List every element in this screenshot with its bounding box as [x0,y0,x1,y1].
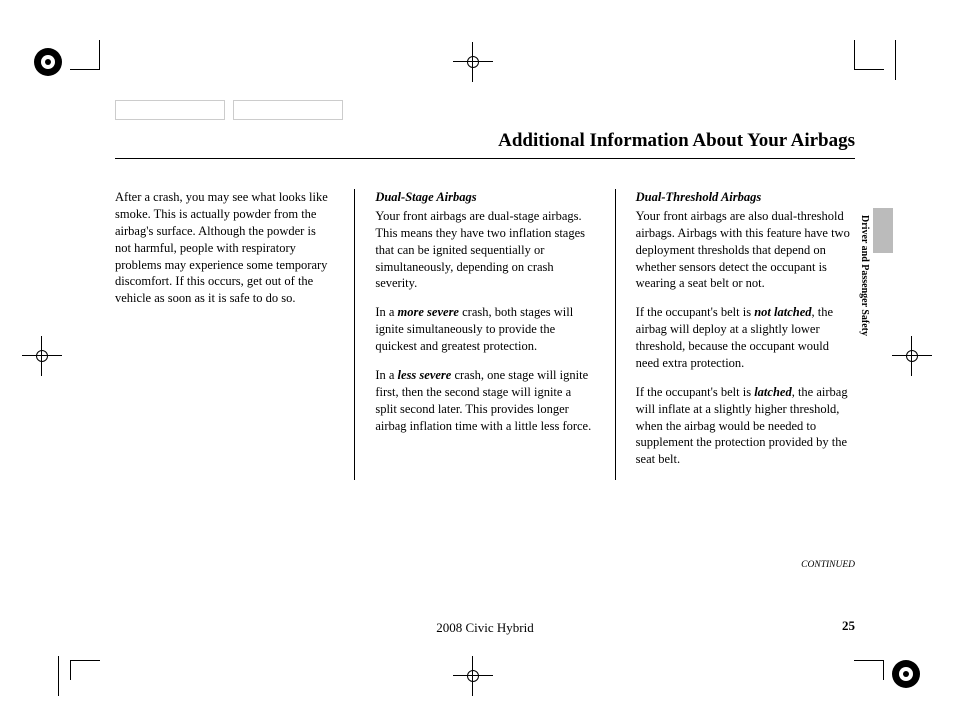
page-content: Additional Information About Your Airbag… [115,100,855,480]
crosshair-icon [453,656,493,696]
subheading: Dual-Stage Airbags [375,189,594,206]
header-boxes [115,100,855,120]
column-separator [354,189,355,480]
body-text: After a crash, you may see what looks li… [115,189,334,307]
column-separator [615,189,616,480]
footer-model: 2008 Civic Hybrid [115,620,855,636]
body-text: In a more severe crash, both stages will… [375,304,594,355]
crop-mark-icon [58,656,59,696]
emphasis: latched [754,385,792,399]
continued-label: CONTINUED [801,560,855,570]
crop-mark-icon [895,40,896,80]
crosshair-icon [453,42,493,82]
body-text: If the occupant's belt is not latched, t… [636,304,855,372]
crop-mark-icon [854,660,884,680]
page-title: Additional Information About Your Airbag… [115,130,855,159]
body-text: Your front airbags are dual-stage airbag… [375,208,594,292]
column-3: Dual-Threshold Airbags Your front airbag… [636,189,855,480]
subheading: Dual-Threshold Airbags [636,189,855,206]
crosshair-icon [22,336,62,376]
header-box [115,100,225,120]
body-columns: After a crash, you may see what looks li… [115,189,855,480]
body-text: If the occupant's belt is latched, the a… [636,384,855,468]
column-2: Dual-Stage Airbags Your front airbags ar… [375,189,594,480]
page-number: 25 [842,618,855,634]
header-box [233,100,343,120]
crop-mark-icon [70,660,100,680]
emphasis: more severe [398,305,459,319]
registration-mark-icon [30,44,66,80]
registration-mark-icon [888,656,924,692]
body-text: In a less severe crash, one stage will i… [375,367,594,435]
crop-mark-icon [854,40,884,70]
crosshair-icon [892,336,932,376]
emphasis: not latched [754,305,811,319]
emphasis: less severe [398,368,452,382]
crop-mark-icon [70,40,100,70]
side-tab [873,208,893,253]
column-1: After a crash, you may see what looks li… [115,189,334,480]
body-text: Your front airbags are also dual-thresho… [636,208,855,292]
side-section-label: Driver and Passenger Safety [859,215,870,336]
